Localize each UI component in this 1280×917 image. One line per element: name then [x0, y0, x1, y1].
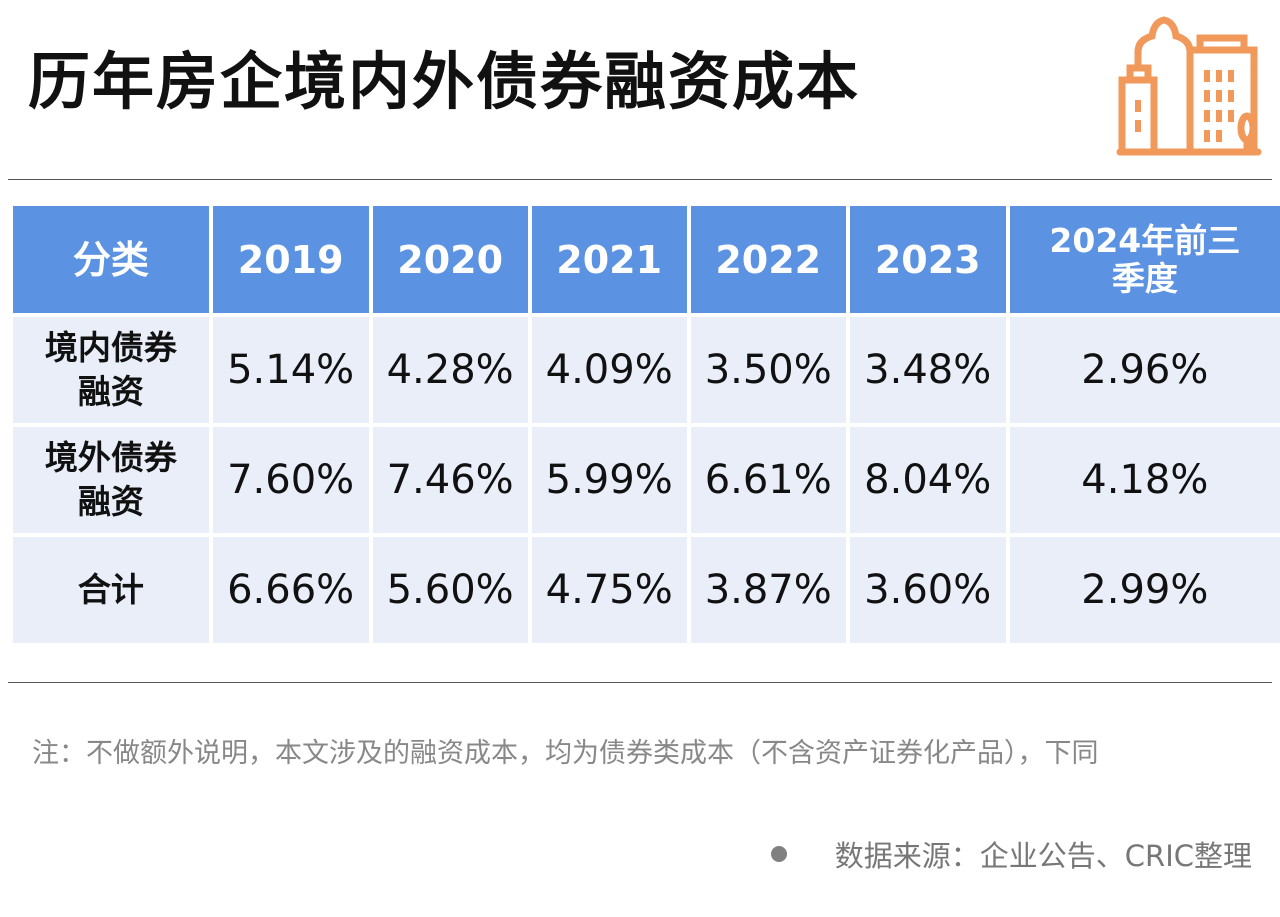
data-source: 数据来源：企业公告、CRIC整理: [770, 833, 1252, 875]
row-label: 合计: [13, 537, 209, 643]
table-cell: 6.66%: [212, 537, 369, 643]
table-cell: 3.60%: [849, 537, 1006, 643]
table-cell: 8.04%: [849, 427, 1006, 533]
row-label: 境内债券融资: [13, 317, 209, 423]
column-header: 2023: [849, 206, 1006, 313]
table-cell: 7.46%: [372, 427, 528, 533]
table-cell: 2.99%: [1009, 537, 1280, 643]
row-label: 境外债券融资: [13, 427, 209, 533]
table-cell: 6.61%: [690, 427, 846, 533]
source-text: 数据来源：企业公告、CRIC整理: [834, 839, 1252, 873]
financing-cost-table: 分类 2019 2020 2021 2022 2023 2024年前三季度 境内…: [9, 202, 1280, 647]
table-cell: 7.60%: [212, 427, 369, 533]
bullet-dot-icon: [770, 846, 787, 862]
table-row: 合计 6.66% 5.60% 4.75% 3.87% 3.60% 2.99%: [13, 537, 1280, 643]
table-cell: 5.99%: [531, 427, 687, 533]
column-header: 2021: [531, 206, 687, 313]
table-row: 境外债券融资 7.60% 7.46% 5.99% 6.61% 8.04% 4.1…: [13, 427, 1280, 533]
table-row: 境内债券融资 5.14% 4.28% 4.09% 3.50% 3.48% 2.9…: [13, 317, 1280, 423]
column-header: 2019: [212, 206, 369, 313]
table-cell: 2.96%: [1009, 317, 1280, 423]
column-header: 2020: [372, 206, 528, 313]
table-cell: 5.60%: [372, 537, 528, 643]
column-header: 2022: [690, 206, 846, 313]
footnote: 注：不做额外说明，本文涉及的融资成本，均为债券类成本（不含资产证券化产品），下同: [32, 738, 1099, 769]
table-cell: 3.50%: [690, 317, 846, 423]
table-header-row: 分类 2019 2020 2021 2022 2023 2024年前三季度: [13, 206, 1280, 313]
column-header: 分类: [13, 206, 209, 313]
page-title: 历年房企境内外债券融资成本: [28, 45, 861, 118]
table-cell: 3.48%: [849, 317, 1006, 423]
bottom-divider: [8, 682, 1272, 683]
table-cell: 4.09%: [531, 317, 687, 423]
table-cell: 5.14%: [212, 317, 369, 423]
table-cell: 4.28%: [372, 317, 528, 423]
table-cell: 4.75%: [531, 537, 687, 643]
city-buildings-icon: [1116, 16, 1262, 156]
column-header: 2024年前三季度: [1009, 206, 1280, 313]
table-cell: 3.87%: [690, 537, 846, 643]
table-cell: 4.18%: [1009, 427, 1280, 533]
top-divider: [8, 179, 1272, 180]
